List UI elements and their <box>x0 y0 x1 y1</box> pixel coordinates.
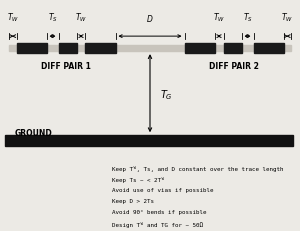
Bar <box>4 136 292 147</box>
Text: Keep D > 2Ts: Keep D > 2Ts <box>112 198 154 204</box>
Text: Avoid use of vias if possible: Avoid use of vias if possible <box>112 187 214 192</box>
Text: $T_{W}$: $T_{W}$ <box>75 12 87 24</box>
Text: Keep Ts ~ < 2Tᵂ: Keep Ts ~ < 2Tᵂ <box>112 176 165 182</box>
Text: DIFF PAIR 2: DIFF PAIR 2 <box>209 61 259 70</box>
Text: Design Tᵂ and TG for ~ 50Ω: Design Tᵂ and TG for ~ 50Ω <box>112 221 203 227</box>
Text: $T_G$: $T_G$ <box>160 88 173 102</box>
Bar <box>85 44 116 53</box>
Text: $T_{S}$: $T_{S}$ <box>47 12 58 24</box>
Text: GROUND: GROUND <box>15 128 53 137</box>
Bar <box>184 44 214 53</box>
Bar <box>9 46 291 52</box>
Text: $T_{W}$: $T_{W}$ <box>281 12 293 24</box>
Bar <box>254 44 284 53</box>
Text: $T_{W}$: $T_{W}$ <box>213 12 225 24</box>
Bar <box>16 44 46 53</box>
Text: Avoid 90° bends if possible: Avoid 90° bends if possible <box>112 210 207 215</box>
Text: D: D <box>147 15 153 24</box>
Bar <box>224 44 242 53</box>
Text: $T_{S}$: $T_{S}$ <box>242 12 253 24</box>
Text: $T_{W}$: $T_{W}$ <box>7 12 19 24</box>
Bar <box>58 44 76 53</box>
Text: DIFF PAIR 1: DIFF PAIR 1 <box>41 61 91 70</box>
Text: Keep Tᵂ, Ts, and D constant over the trace length: Keep Tᵂ, Ts, and D constant over the tra… <box>112 165 284 171</box>
